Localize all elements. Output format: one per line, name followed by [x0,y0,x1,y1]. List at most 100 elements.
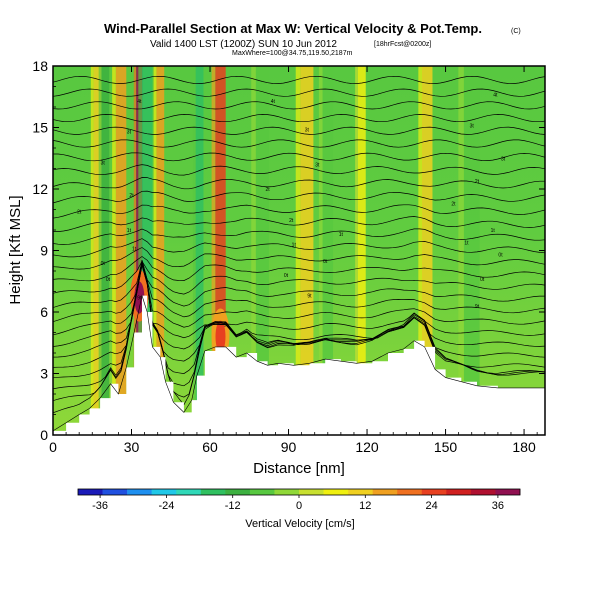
updraft-column [422,66,433,435]
y-tick-label: 3 [40,366,48,382]
isentrope-label: 4t [493,93,498,99]
isentrope-label: 2t [77,210,82,216]
isentrope-label: 0t [284,273,289,279]
colorbar-swatch [200,489,226,495]
isentrope-label: 0t [498,253,503,259]
isentrope-line [53,177,545,190]
isentrope-label: 4t [137,99,142,105]
colorbar-tick-label: -12 [225,500,241,512]
isentrope-line [53,238,545,258]
updraft-column-halo [355,66,358,435]
colorbar-swatch [78,489,103,495]
isentrope-label: 3t [315,162,320,168]
isentrope-line [53,101,545,110]
downdraft-column-halo [251,66,256,435]
colorbar-swatch [323,489,349,495]
isentrope-line [53,126,545,135]
y-tick-label: 12 [32,181,48,197]
x-tick-label: 120 [355,439,379,455]
isentrope-label: 2t [451,201,456,207]
isentrope-label: 1t [127,228,132,234]
isentrope-label: 3t [101,160,106,166]
isentrope-line [53,263,545,323]
isentrope-label: 3t [501,156,506,162]
isentrope-line [53,264,545,336]
isentrope-label: 0t [101,261,106,267]
isentrope-label: 9t [137,296,142,302]
chart-subtitle-note: [18hrFcst@0200z] [374,41,431,48]
isentrope-label: 4t [271,99,276,105]
chart-subtitle-2: MaxWhere=100@34.75,119.50,2187m [232,50,353,57]
updraft-column [115,66,127,435]
isentrope-line [53,139,545,148]
downdraft-column [195,66,204,435]
updraft-column [357,66,366,435]
y-tick-label: 6 [40,304,48,320]
isentrope-label: 2t [475,179,480,185]
colorbar-swatch [446,489,472,495]
y-tick-label: 9 [40,243,48,259]
downdraft-column-halo [138,66,142,435]
isentrope-label: 1t [491,228,496,234]
updraft-column-halo [112,66,116,435]
isentrope-label: 1t [292,242,297,248]
updraft-column [215,66,226,435]
isentrope-line [53,247,545,270]
isentrope-label: 2t [266,187,271,193]
updraft-column [93,66,102,435]
downdraft-column-halo [458,66,464,435]
colorbar-swatch [348,489,373,495]
updraft-column-halo [211,66,216,435]
colorbar-swatch [372,489,398,495]
x-tick-label: 180 [512,439,536,455]
isentropes [53,75,545,414]
colorbar-ticks: -36 -24 -12 0 12 24 36 [92,495,504,512]
colorbar-tick-label: -36 [92,500,108,512]
updraft-core [215,320,226,353]
terrain-edge [53,294,545,432]
colorbar-swatch [495,489,521,495]
isentrope-labels: 4t 4t 4t 3t 3t 3t 3t 3t 3t 2t 2t 2t 2t 2t 2t 1t 1t 1t 1t 1t… [77,93,506,329]
isentrope-label: 3t [470,123,475,129]
downdraft-column [463,66,480,435]
isentrope-label: 2t [289,218,294,224]
updraft-column-halo [133,66,137,435]
isentrope-label: 1t [339,232,344,238]
colorbar-swatch [151,489,177,495]
isentrope-line [53,75,545,84]
downdraft-column [101,66,110,435]
colorbar-swatch [225,489,251,495]
updraft-column-halo [418,66,422,435]
isentrope-line [53,260,545,308]
updraft-column-halo [153,66,157,435]
isentrope-line [53,265,545,347]
isentrope-line [53,204,545,219]
isentrope-line [53,256,545,282]
colorbar-tick-label: 0 [296,500,302,512]
isentrope-label: 3t [305,128,310,134]
colorbar-swatch [470,489,496,495]
x-axis-label: Distance [nm] [253,460,345,477]
isentrope-line [53,88,545,97]
y-tick-label: 15 [32,120,48,136]
colorbar-swatch [249,489,275,495]
isentrope-line [53,164,545,176]
colorbar-tick-label: -24 [158,500,174,512]
x-tick-label: 0 [49,439,57,455]
isentrope-line [53,152,545,162]
title-mark: (C) [511,28,521,35]
downdraft-column-halo [192,66,196,435]
isentrope-label: 0t [106,277,111,283]
colorbar-swatch [176,489,202,495]
updraft-column-halo [90,66,94,435]
isentrope-label: 0t [480,277,485,283]
isentrope-label: 3t [127,130,132,136]
x-tick-label: 30 [124,439,140,455]
isentrope-line [53,190,545,204]
colorbar-swatch [299,489,324,495]
isentrope-label: 9t [224,322,229,328]
isentrope-label: 9t [307,294,312,300]
y-tick-label: 0 [40,427,48,443]
terrain [53,295,545,435]
